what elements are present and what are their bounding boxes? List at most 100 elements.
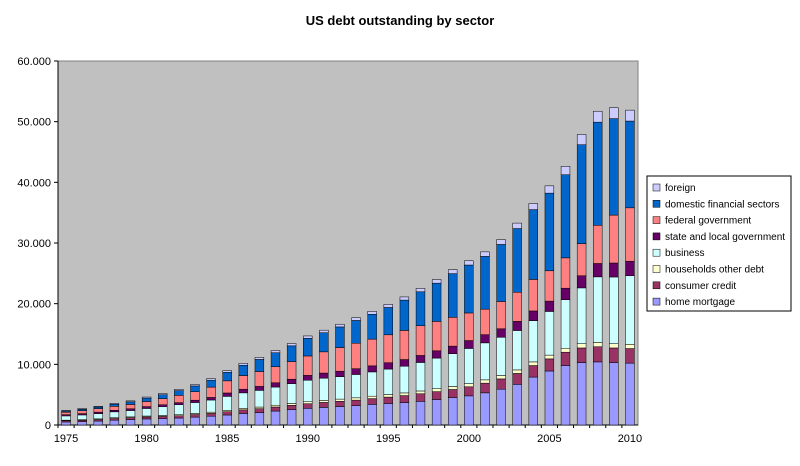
bar-segment-consumer-credit-1988 — [270, 406, 281, 412]
bar-segment-foreign-2009 — [609, 107, 619, 119]
bar-segment-households-other-debt-1991 — [319, 400, 329, 403]
x-tick-label: 1990 — [295, 433, 319, 445]
bar-segment-consumer-credit-1982 — [174, 415, 184, 419]
legend-label: business — [665, 248, 704, 259]
bar-segment-state-and-local-government-2006 — [560, 287, 571, 300]
bar-segment-federal-government-1998 — [431, 321, 442, 352]
bar-segment-state-and-local-government-1994 — [367, 365, 377, 373]
bar-segment-households-other-debt-1989 — [286, 403, 297, 406]
bar-segment-home-mortgage-2005 — [544, 370, 555, 426]
bar-segment-households-other-debt-2001 — [480, 379, 490, 384]
bar-segment-federal-government-1987 — [254, 371, 265, 387]
bar-segment-foreign-2006 — [560, 166, 571, 176]
bar-segment-foreign-2002 — [496, 239, 506, 245]
bar-segment-business-2009 — [609, 276, 619, 344]
legend-label: federal government — [665, 216, 751, 227]
bar-segment-business-1998 — [431, 357, 442, 389]
bar-segment-business-1986 — [238, 392, 248, 409]
bar-segment-consumer-credit-1993 — [351, 399, 361, 406]
bar-segment-foreign-1989 — [286, 343, 297, 347]
bar-segment-foreign-1983 — [190, 384, 200, 387]
bar-segment-state-and-local-government-1979 — [125, 408, 136, 411]
legend-label: foreign — [665, 183, 696, 194]
bar-segment-business-1992 — [335, 376, 345, 400]
bar-segment-domestic-financial-sectors-1984 — [206, 379, 216, 388]
bar-segment-state-and-local-government-2005 — [544, 300, 555, 312]
bar-segment-home-mortgage-2004 — [528, 376, 538, 426]
bar-segment-state-and-local-government-2010 — [625, 260, 635, 277]
bar-segment-households-other-debt-1990 — [303, 401, 313, 404]
bar-segment-home-mortgage-2000 — [464, 395, 474, 426]
bar-segment-consumer-credit-1994 — [367, 398, 377, 405]
bar-segment-state-and-local-government-1980 — [141, 406, 152, 409]
bar-segment-domestic-financial-sectors-1990 — [303, 338, 313, 357]
bar-segment-domestic-financial-sectors-2009 — [609, 118, 619, 216]
bar-segment-foreign-1985 — [222, 370, 232, 373]
bar-segment-consumer-credit-2000 — [464, 386, 474, 397]
bar-segment-domestic-financial-sectors-1995 — [383, 307, 393, 336]
bar-segment-home-mortgage-1988 — [270, 410, 281, 426]
bar-segment-consumer-credit-1981 — [158, 416, 168, 419]
bar-segment-households-other-debt-2008 — [593, 342, 603, 347]
bar-segment-home-mortgage-1979 — [125, 419, 136, 426]
bar-segment-federal-government-1982 — [174, 395, 184, 403]
bar-segment-foreign-2008 — [593, 110, 603, 123]
bar-segment-federal-government-1976 — [77, 410, 87, 414]
bar-segment-domestic-financial-sectors-1997 — [415, 291, 426, 326]
bar-segment-state-and-local-government-1981 — [158, 404, 168, 407]
bar-segment-households-other-debt-1996 — [399, 392, 410, 396]
bar-segment-home-mortgage-2003 — [512, 384, 522, 426]
legend: foreign domestic financial sectors federal… — [646, 175, 792, 312]
bar-segment-foreign-1995 — [383, 304, 393, 308]
y-tick-label: 40.000 — [17, 177, 51, 189]
bar-segment-consumer-credit-1991 — [319, 402, 329, 408]
bar-segment-consumer-credit-2002 — [496, 378, 506, 390]
bar-segment-state-and-local-government-1996 — [399, 359, 410, 367]
bar-segment-business-1978 — [109, 411, 120, 418]
bar-segment-households-other-debt-2003 — [512, 369, 522, 374]
bar-segment-state-and-local-government-2002 — [496, 328, 506, 338]
bar-segment-domestic-financial-sectors-1989 — [286, 345, 297, 362]
bar-segment-foreign-2004 — [528, 203, 538, 210]
bar-segment-business-2004 — [528, 320, 538, 363]
bar-segment-home-mortgage-2002 — [496, 388, 506, 426]
bar-segment-home-mortgage-1977 — [93, 420, 103, 426]
bar-segment-state-and-local-government-2007 — [576, 275, 587, 289]
legend-swatch — [652, 297, 661, 306]
bar-segment-federal-government-2008 — [593, 225, 603, 264]
bar-segment-foreign-1975 — [61, 410, 71, 412]
bar-segment-consumer-credit-2008 — [593, 346, 603, 363]
bar-segment-federal-government-1997 — [415, 325, 426, 356]
bar-segment-business-1988 — [270, 386, 281, 406]
bar-segment-home-mortgage-1997 — [415, 401, 426, 426]
bar-segment-consumer-credit-1995 — [383, 396, 393, 404]
legend-label: households other debt — [665, 265, 764, 276]
bar-segment-home-mortgage-2001 — [480, 392, 490, 426]
bar-segment-domestic-financial-sectors-2007 — [576, 144, 587, 244]
bar-segment-foreign-1991 — [319, 329, 329, 333]
bar-segment-consumer-credit-1997 — [415, 393, 426, 402]
bar-segment-households-other-debt-2005 — [544, 354, 555, 360]
bar-segment-business-2001 — [480, 342, 490, 381]
bar-segment-consumer-credit-1980 — [141, 416, 152, 420]
bar-segment-domestic-financial-sectors-1988 — [270, 352, 281, 367]
bar-segment-domestic-financial-sectors-1999 — [448, 273, 458, 318]
bar-segment-federal-government-1991 — [319, 351, 329, 374]
bar-segment-state-and-local-government-1987 — [254, 386, 265, 391]
bar-segment-foreign-2007 — [576, 134, 587, 145]
bar-segment-consumer-credit-1979 — [125, 417, 136, 420]
bar-segment-domestic-financial-sectors-2003 — [512, 228, 522, 293]
bar-segment-federal-government-1984 — [206, 386, 216, 398]
x-tick-label: 2005 — [537, 433, 561, 445]
bar-segment-households-other-debt-1992 — [335, 398, 345, 402]
bar-segment-foreign-1981 — [158, 393, 168, 395]
bar-segment-state-and-local-government-1985 — [222, 392, 232, 397]
bar-segment-domestic-financial-sectors-1981 — [158, 394, 168, 399]
bar-segment-consumer-credit-2003 — [512, 373, 522, 385]
bar-segment-foreign-1987 — [254, 357, 265, 360]
bar-segment-business-1989 — [286, 383, 297, 404]
bar-segment-households-other-debt-1988 — [270, 404, 281, 408]
bar-segment-federal-government-2009 — [609, 214, 619, 264]
bar-segment-foreign-1988 — [270, 350, 281, 353]
bar-segment-business-1997 — [415, 362, 426, 392]
